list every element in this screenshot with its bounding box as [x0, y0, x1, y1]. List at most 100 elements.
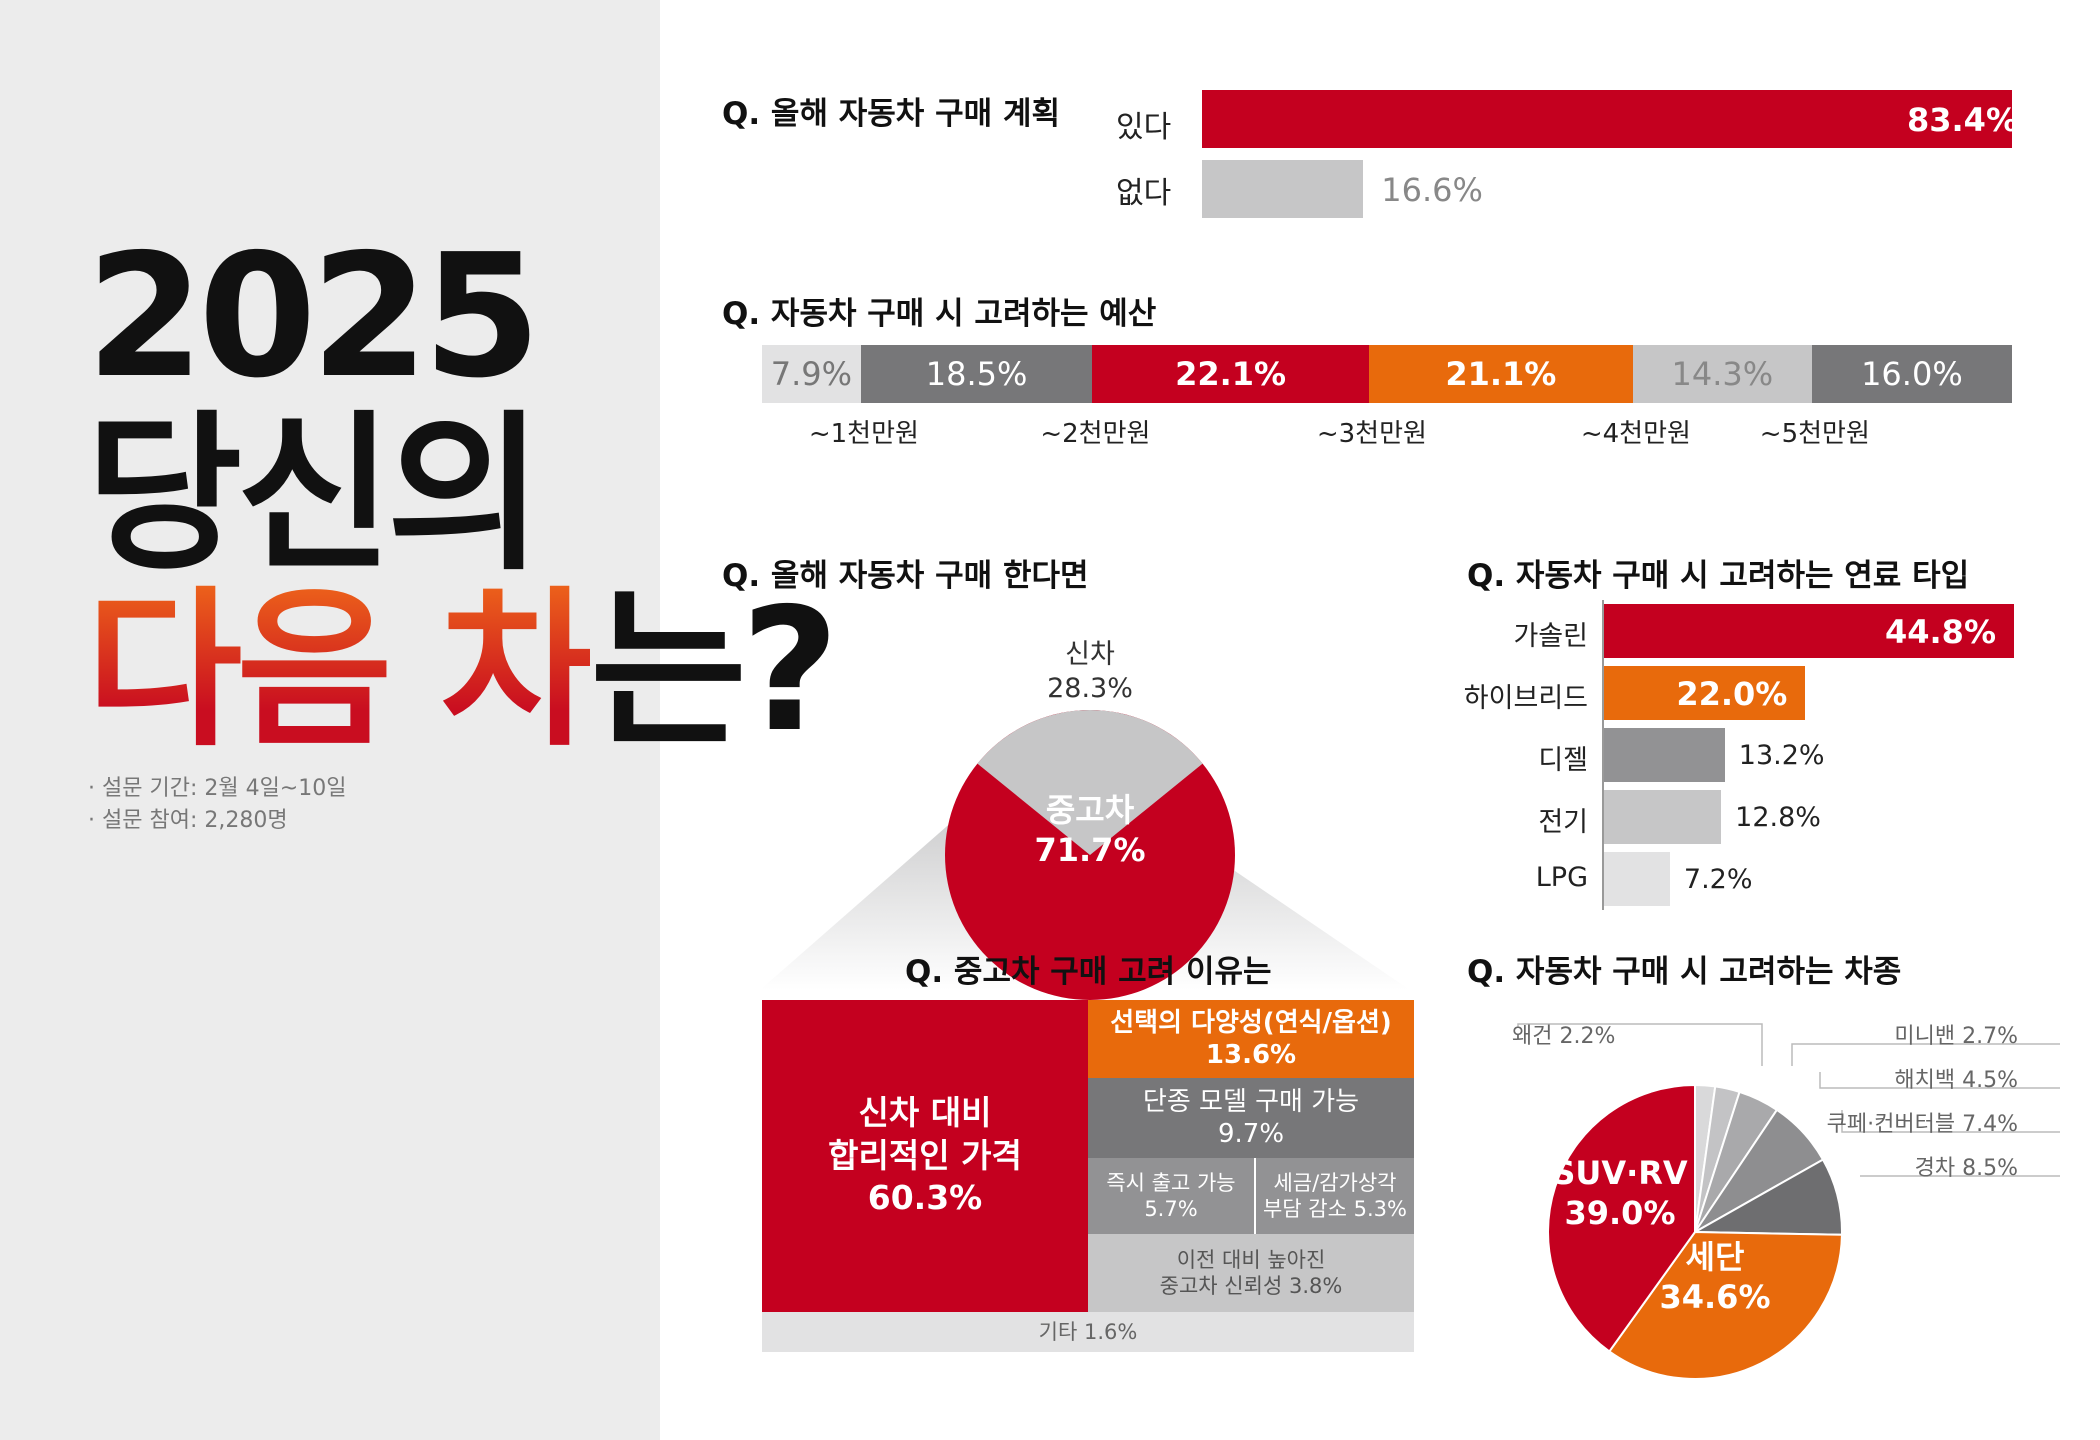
reason-trust-name: 이전 대비 높아진 중고차 신뢰성 3.8%	[1160, 1247, 1343, 1300]
fuel-label-2: 디젤	[1538, 745, 1588, 776]
pie-sedan	[1607, 1230, 1843, 1380]
reason-immediate-name: 즉시 출고 가능	[1106, 1170, 1236, 1195]
pie-slice-new	[977, 710, 1203, 855]
reason-discontinued-value: 9.7%	[1217, 1119, 1285, 1149]
reason-discontinued-name: 단종 모델 구매 가능	[1142, 1086, 1360, 1117]
fuel-value-3: 12.8%	[1735, 802, 1821, 833]
reason-other-value: 1.6%	[1083, 1319, 1138, 1344]
headline-question: 는?	[590, 572, 839, 770]
legend-coupe-value: 7.4%	[1962, 1112, 2018, 1137]
fuel-label-4: LPG	[1535, 862, 1588, 893]
leader-line-0	[1517, 1023, 1763, 1066]
headline-line3: 다음 차는?	[86, 586, 839, 756]
fuel-bar-3	[1604, 790, 1722, 844]
plan-title: Q. 올해 자동차 구매 계획	[722, 96, 1060, 132]
reason-price: 신차 대비 합리적인 가격 60.3%	[762, 1000, 1088, 1312]
budget-segment-1: 18.5%	[860, 345, 1093, 403]
survey-period: · 설문 기간: 2월 4일~10일	[88, 776, 347, 801]
reason-trust-value: 3.8%	[1288, 1274, 1343, 1298]
plan-value-no: 16.6%	[1381, 171, 1483, 209]
budget-segment-3: 21.1%	[1368, 345, 1633, 403]
legend-coupe-name: 쿠페·컨버터블	[1826, 1112, 1956, 1137]
pie-suv	[1547, 1083, 1696, 1353]
fuel-title: Q. 자동차 구매 시 고려하는 연료 타입	[1467, 558, 1970, 594]
fuel-label-0: 가솔린	[1513, 621, 1588, 652]
legend-coupe: 쿠페·컨버터블 7.4%	[1827, 1106, 2018, 1138]
legend-compact-value: 8.5%	[1962, 1156, 2018, 1181]
plan-bar-yes	[1202, 90, 2012, 148]
reason-variety-value: 13.6%	[1205, 1040, 1297, 1070]
reason-tax-value: 5.3%	[1353, 1197, 1407, 1221]
body-chart	[1517, 1023, 2060, 1380]
newused-chart	[760, 710, 1410, 1000]
sedan-value: 34.6%	[1659, 1278, 1771, 1316]
legend-minivan-name: 미니밴	[1894, 1024, 1956, 1049]
headline-next-car: 다음 차	[86, 572, 596, 770]
fuel-label-1: 하이브리드	[1463, 683, 1588, 714]
reason-immediate-value: 5.7%	[1144, 1197, 1198, 1221]
reason-price-name: 신차 대비 합리적인 가격	[828, 1092, 1022, 1175]
plan-bar-no	[1202, 160, 1364, 218]
body-label-sedan: 세단 34.6%	[1640, 1232, 1790, 1322]
budget-segment-2: 22.1%	[1092, 345, 1369, 403]
used-value: 71.7%	[1034, 831, 1146, 869]
newused-label-used: 중고차 71.7%	[1000, 780, 1180, 880]
reason-discontinued: 단종 모델 구매 가능 9.7%	[1088, 1078, 1414, 1158]
budget-segment-4: 14.3%	[1632, 345, 1812, 403]
legend-hatchback-name: 해치백	[1894, 1068, 1956, 1093]
used-name: 중고차	[1045, 791, 1135, 829]
plan-label-yes: 있다	[1116, 110, 1172, 145]
reason-trust-name-text: 이전 대비 높아진 중고차 신뢰성	[1159, 1247, 1326, 1298]
legend-compact-name: 경차	[1914, 1156, 1956, 1181]
fuel-label-3: 전기	[1538, 807, 1588, 838]
legend-wagon-name: 왜건	[1512, 1024, 1553, 1049]
budget-tick-2: ~3천만원	[1316, 419, 1427, 449]
fuel-value-0: 44.8%	[1884, 613, 1996, 651]
plan-value-yes: 83.4%	[1906, 101, 2018, 139]
headline-line2: 당신의	[86, 396, 543, 594]
budget-title: Q. 자동차 구매 시 고려하는 예산	[722, 296, 1157, 332]
fuel-axis	[1602, 600, 1604, 910]
suv-value: 39.0%	[1564, 1194, 1676, 1232]
survey-participants: · 설문 참여: 2,280명	[88, 808, 288, 833]
reason-tax-name-text: 세금/감가상각 부담 감소	[1262, 1170, 1397, 1221]
newused-title: Q. 올해 자동차 구매 한다면	[722, 558, 1089, 594]
reason-variety: 선택의 다양성(연식/옵션) 13.6%	[1088, 1000, 1414, 1078]
legend-wagon-value: 2.2%	[1559, 1024, 1616, 1049]
plan-label-no: 없다	[1116, 176, 1172, 211]
left-panel: 2025 당신의 다음 차는? · 설문 기간: 2월 4일~10일 · 설문 …	[0, 0, 839, 1440]
fuel-bar-4	[1604, 852, 1670, 906]
leader-line-3	[1841, 1110, 2060, 1133]
budget-tick-0: ~1천만원	[808, 419, 919, 449]
reason-price-value: 60.3%	[867, 1178, 983, 1218]
body-title: Q. 자동차 구매 시 고려하는 차종	[1467, 954, 1902, 990]
fuel-value-4: 7.2%	[1683, 864, 1753, 895]
budget-tick-4: ~5천만원	[1759, 419, 1870, 449]
leader-line-2	[1819, 1072, 2060, 1089]
fuel-bar-0	[1604, 604, 2014, 658]
legend-hatchback-value: 4.5%	[1962, 1068, 2018, 1093]
reason-tax: 세금/감가상각 부담 감소 5.3%	[1254, 1158, 1414, 1234]
reason-trust: 이전 대비 높아진 중고차 신뢰성 3.8%	[1088, 1234, 1414, 1312]
reason-tax-name: 세금/감가상각 부담 감소 5.3%	[1263, 1170, 1407, 1223]
newused-label-new: 신차 28.3%	[1010, 632, 1170, 712]
legend-hatchback: 해치백 4.5%	[1894, 1062, 2018, 1094]
suv-name: SUV·RV	[1552, 1154, 1688, 1192]
fuel-bar-2	[1604, 728, 1725, 782]
leader-line-1	[1791, 1043, 2060, 1066]
budget-tick-3: ~4천만원	[1580, 419, 1691, 449]
budget-segment-0: 7.9%	[762, 345, 861, 403]
body-label-suv: SUV·RV 39.0%	[1545, 1148, 1695, 1238]
fuel-value-2: 13.2%	[1738, 740, 1825, 771]
reasons-title: Q. 중고차 구매 고려 이유는	[905, 954, 1272, 990]
reason-other: 기타 1.6%	[762, 1312, 1414, 1352]
fuel-bar-1	[1604, 666, 1806, 720]
new-name: 신차	[1065, 639, 1115, 671]
legend-wagon: 왜건 2.2%	[1512, 1018, 1615, 1050]
reason-immediate: 즉시 출고 가능 5.7%	[1088, 1158, 1254, 1234]
legend-compact: 경차 8.5%	[1915, 1150, 2018, 1182]
headline-year: 2025	[86, 218, 541, 416]
new-value: 28.3%	[1047, 673, 1133, 704]
legend-minivan: 미니밴 2.7%	[1894, 1018, 2018, 1050]
